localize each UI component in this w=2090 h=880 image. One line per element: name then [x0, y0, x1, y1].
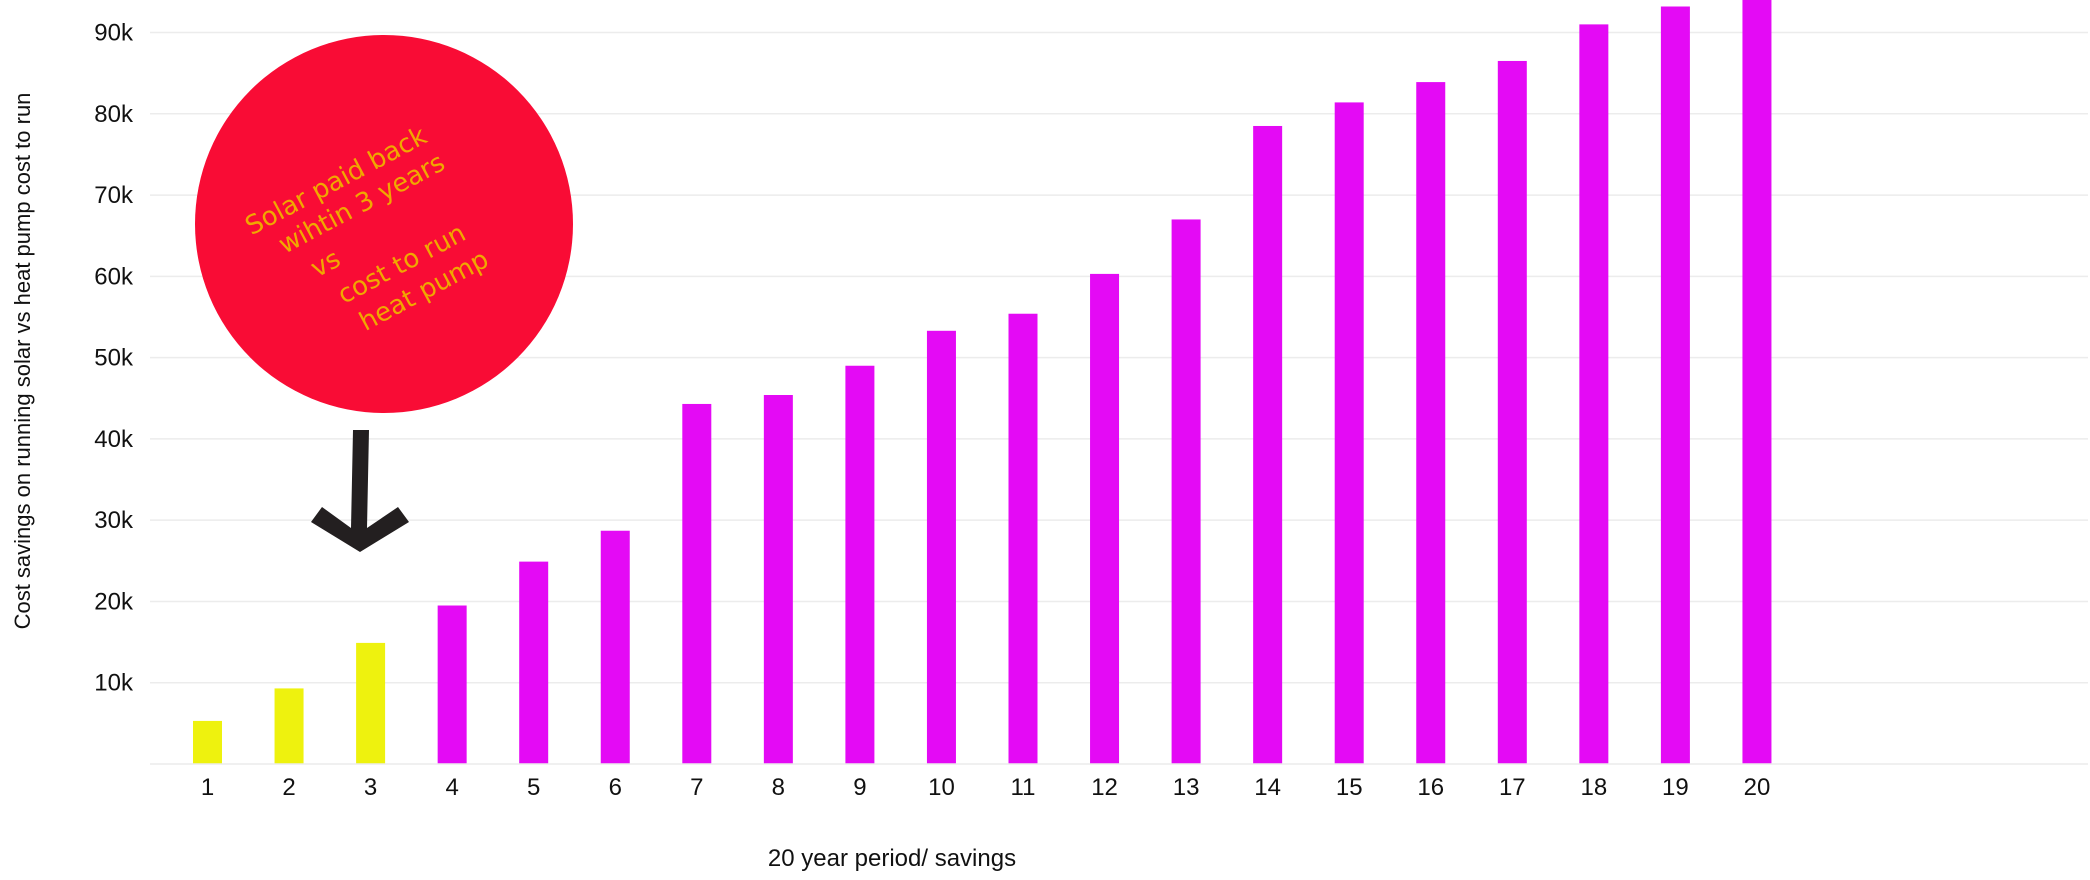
bar [1008, 313, 1038, 764]
annotation-bubble [195, 35, 573, 413]
x-tick-label: 18 [1580, 774, 1607, 801]
x-tick-label: 11 [1011, 774, 1036, 801]
x-tick-label: 14 [1254, 774, 1281, 801]
y-tick-labels: 10k 20k 30k 40k 50k 60k 70k 80k 90k [94, 20, 134, 697]
bar [926, 330, 956, 764]
x-tick-label: 5 [527, 774, 540, 801]
y-tick-label: 20k [94, 588, 134, 615]
y-tick-label: 90k [94, 20, 134, 47]
x-tick-labels: 1 2 3 4 5 6 7 8 9 10 11 12 13 14 15 16 17 18 19 20 [201, 774, 1770, 801]
bar [193, 720, 222, 764]
bar [682, 403, 712, 764]
y-tick-label: 50k [94, 345, 134, 372]
y-tick-label: 30k [94, 507, 134, 534]
bar [1660, 6, 1690, 764]
bar [519, 561, 549, 764]
bar [437, 605, 467, 764]
bar [1334, 102, 1364, 764]
arrow-down-icon [311, 430, 409, 552]
x-axis-label: 20 year period/ savings [768, 845, 1016, 872]
bar [356, 642, 386, 764]
y-tick-label: 10k [94, 670, 134, 697]
x-tick-label: 13 [1173, 774, 1200, 801]
bar [1416, 82, 1446, 765]
y-tick-label: 70k [94, 182, 134, 209]
x-tick-label: 20 [1744, 774, 1771, 801]
x-tick-label: 12 [1091, 774, 1118, 801]
y-axis-label: Cost savings on running solar vs heat pu… [10, 93, 35, 630]
bar [274, 688, 304, 764]
bar [845, 365, 875, 764]
payback-annotation: Solar paid back wihtin 3 years vs cost t… [195, 35, 573, 413]
x-tick-label: 19 [1662, 774, 1689, 801]
x-tick-label: 16 [1417, 774, 1444, 801]
x-tick-label: 3 [364, 774, 377, 801]
x-tick-label: 2 [282, 774, 295, 801]
x-tick-label: 1 [201, 774, 214, 801]
x-tick-label: 8 [772, 774, 785, 801]
x-tick-label: 6 [609, 774, 622, 801]
bar [600, 530, 630, 764]
x-tick-label: 15 [1336, 774, 1363, 801]
bar [1497, 60, 1527, 764]
bar [1253, 125, 1283, 765]
arrow-down-icon-shape [311, 430, 409, 552]
bar [1090, 273, 1120, 764]
bar [1742, 0, 1772, 764]
bar [1579, 24, 1609, 764]
bar [763, 395, 793, 764]
y-tick-label: 80k [94, 101, 134, 128]
y-tick-label: 60k [94, 263, 134, 290]
x-tick-label: 4 [445, 774, 458, 801]
x-tick-label: 17 [1499, 774, 1526, 801]
bars [193, 0, 1772, 765]
x-tick-label: 9 [853, 774, 866, 801]
y-tick-label: 40k [94, 426, 134, 453]
x-tick-label: 7 [690, 774, 703, 801]
bar [1171, 219, 1201, 765]
x-tick-label: 10 [928, 774, 955, 801]
